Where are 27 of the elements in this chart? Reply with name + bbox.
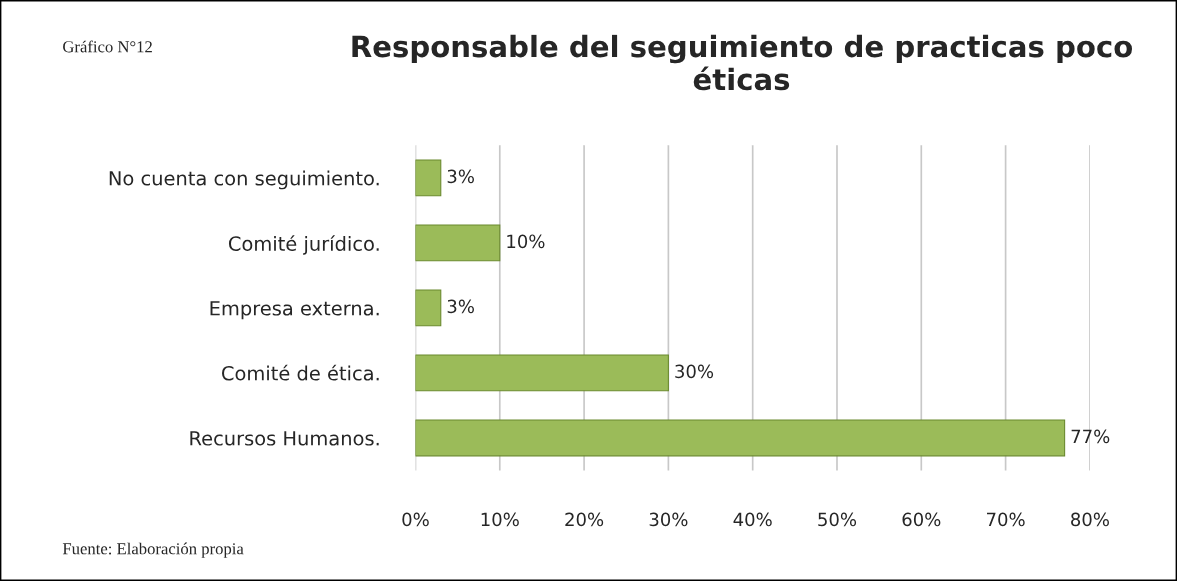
x-tick-label: 20% — [565, 512, 604, 527]
bar — [415, 289, 442, 327]
y-tick-label: Comité de ética. — [222, 364, 379, 381]
chart-title: Responsable del seguimiento de practicas poco éticas — [352, 34, 1133, 91]
data-label: 10% — [507, 234, 545, 249]
x-tick-label: 80% — [1071, 512, 1109, 527]
y-tick-label: Comité jurídico. — [228, 235, 379, 255]
x-tick-label: 40% — [733, 512, 772, 527]
x-tick-label: 10% — [481, 512, 519, 527]
x-tick-label: 60% — [902, 512, 941, 527]
bar — [415, 159, 442, 197]
bar — [415, 354, 669, 392]
y-tick-label: Recursos Humanos. — [190, 431, 379, 446]
x-tick-label: 0% — [402, 512, 429, 527]
data-label: 30% — [675, 364, 714, 379]
y-tick-label: No cuenta con seguimiento. — [109, 170, 379, 190]
x-tick-label: 50% — [818, 512, 857, 527]
data-label: 3% — [447, 169, 474, 184]
bar — [415, 224, 501, 262]
y-tick-label: Empresa externa. — [210, 301, 379, 320]
data-label: 3% — [447, 299, 474, 314]
text: Gráfico N°12 — [63, 40, 152, 53]
x-tick-label: 30% — [649, 512, 688, 527]
source-note: Fuente: Elaboración propia — [62, 542, 244, 558]
data-label: 77% — [1071, 429, 1110, 444]
x-tick-label: 70% — [987, 512, 1025, 527]
bar — [415, 419, 1066, 457]
